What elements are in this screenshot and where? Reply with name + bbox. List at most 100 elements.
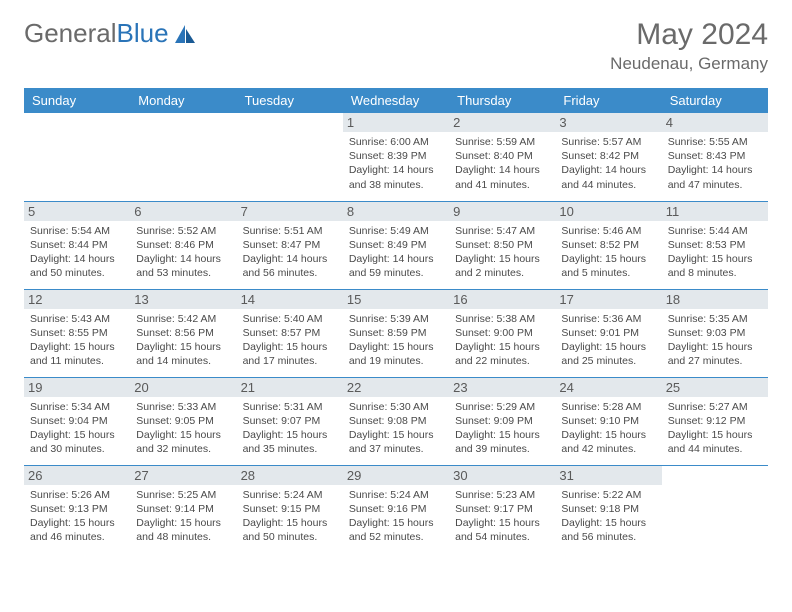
calendar-body: 1Sunrise: 6:00 AMSunset: 8:39 PMDaylight… <box>24 113 768 553</box>
day-number: 1 <box>343 113 449 132</box>
day-details: Sunrise: 5:38 AMSunset: 9:00 PMDaylight:… <box>455 312 549 369</box>
day-details: Sunrise: 5:40 AMSunset: 8:57 PMDaylight:… <box>243 312 337 369</box>
calendar-day-cell: 22Sunrise: 5:30 AMSunset: 9:08 PMDayligh… <box>343 377 449 465</box>
day-number: 7 <box>237 202 343 221</box>
day-number: 18 <box>662 290 768 309</box>
day-details: Sunrise: 5:42 AMSunset: 8:56 PMDaylight:… <box>136 312 230 369</box>
day-details: Sunrise: 5:55 AMSunset: 8:43 PMDaylight:… <box>668 135 762 192</box>
day-details: Sunrise: 5:33 AMSunset: 9:05 PMDaylight:… <box>136 400 230 457</box>
day-number: 23 <box>449 378 555 397</box>
calendar-day-cell: 20Sunrise: 5:33 AMSunset: 9:05 PMDayligh… <box>130 377 236 465</box>
day-number: 10 <box>555 202 661 221</box>
calendar-day-cell: 13 Sunrise: 5:42 AMSunset: 8:56 PMDayligh… <box>130 289 236 377</box>
day-details: Sunrise: 5:47 AMSunset: 8:50 PMDaylight:… <box>455 224 549 281</box>
weekday-header-row: SundayMondayTuesdayWednesdayThursdayFrid… <box>24 88 768 113</box>
calendar-empty-cell <box>662 465 768 553</box>
day-details: Sunrise: 5:51 AMSunset: 8:47 PMDaylight:… <box>243 224 337 281</box>
day-number: 4 <box>662 113 768 132</box>
brand-name-1: General <box>24 18 117 49</box>
calendar-day-cell: 11 Sunrise: 5:44 AMSunset: 8:53 PMDayligh… <box>662 201 768 289</box>
weekday-header: Wednesday <box>343 88 449 113</box>
day-number: 27 <box>130 466 236 485</box>
calendar-day-cell: 30Sunrise: 5:23 AMSunset: 9:17 PMDayligh… <box>449 465 555 553</box>
calendar-day-cell: 2Sunrise: 5:59 AMSunset: 8:40 PMDaylight… <box>449 113 555 201</box>
day-number: 22 <box>343 378 449 397</box>
calendar-day-cell: 14 Sunrise: 5:40 AMSunset: 8:57 PMDayligh… <box>237 289 343 377</box>
day-number: 8 <box>343 202 449 221</box>
day-number: 29 <box>343 466 449 485</box>
day-details: Sunrise: 5:57 AMSunset: 8:42 PMDaylight:… <box>561 135 655 192</box>
weekday-header: Sunday <box>24 88 130 113</box>
calendar-week-row: 19 Sunrise: 5:34 AMSunset: 9:04 PMDayligh… <box>24 377 768 465</box>
calendar-day-cell: 17Sunrise: 5:36 AMSunset: 9:01 PMDayligh… <box>555 289 661 377</box>
day-number: 21 <box>237 378 343 397</box>
weekday-header: Saturday <box>662 88 768 113</box>
calendar-day-cell: 26 Sunrise: 5:26 AMSunset: 9:13 PMDayligh… <box>24 465 130 553</box>
calendar-day-cell: 12Sunrise: 5:43 AMSunset: 8:55 PMDayligh… <box>24 289 130 377</box>
calendar-week-row: 1Sunrise: 6:00 AMSunset: 8:39 PMDaylight… <box>24 113 768 201</box>
day-details: Sunrise: 5:24 AMSunset: 9:16 PMDaylight:… <box>349 488 443 545</box>
calendar-day-cell: 21 Sunrise: 5:31 AMSunset: 9:07 PMDayligh… <box>237 377 343 465</box>
calendar-day-cell: 8Sunrise: 5:49 AMSunset: 8:49 PMDaylight… <box>343 201 449 289</box>
calendar-table: SundayMondayTuesdayWednesdayThursdayFrid… <box>24 88 768 553</box>
weekday-header: Thursday <box>449 88 555 113</box>
day-number: 5 <box>24 202 130 221</box>
calendar-day-cell: 27Sunrise: 5:25 AMSunset: 9:14 PMDayligh… <box>130 465 236 553</box>
day-details: Sunrise: 5:43 AMSunset: 8:55 PMDaylight:… <box>30 312 124 369</box>
day-details: Sunrise: 5:27 AMSunset: 9:12 PMDaylight:… <box>668 400 762 457</box>
calendar-day-cell: 7 Sunrise: 5:51 AMSunset: 8:47 PMDaylight… <box>237 201 343 289</box>
weekday-header: Tuesday <box>237 88 343 113</box>
day-number: 17 <box>555 290 661 309</box>
day-number: 19 <box>24 378 130 397</box>
calendar-week-row: 12Sunrise: 5:43 AMSunset: 8:55 PMDayligh… <box>24 289 768 377</box>
day-details: Sunrise: 5:39 AMSunset: 8:59 PMDaylight:… <box>349 312 443 369</box>
day-details: Sunrise: 5:52 AMSunset: 8:46 PMDaylight:… <box>136 224 230 281</box>
day-number: 30 <box>449 466 555 485</box>
calendar-day-cell: 24 Sunrise: 5:28 AMSunset: 9:10 PMDayligh… <box>555 377 661 465</box>
calendar-day-cell: 19 Sunrise: 5:34 AMSunset: 9:04 PMDayligh… <box>24 377 130 465</box>
sail-icon <box>173 23 197 45</box>
day-details: Sunrise: 5:54 AMSunset: 8:44 PMDaylight:… <box>30 224 124 281</box>
calendar-day-cell: 15Sunrise: 5:39 AMSunset: 8:59 PMDayligh… <box>343 289 449 377</box>
calendar-day-cell: 29 Sunrise: 5:24 AMSunset: 9:16 PMDayligh… <box>343 465 449 553</box>
day-number: 16 <box>449 290 555 309</box>
calendar-day-cell: 23 Sunrise: 5:29 AMSunset: 9:09 PMDayligh… <box>449 377 555 465</box>
day-number: 13 <box>130 290 236 309</box>
day-number: 31 <box>555 466 661 485</box>
day-details: Sunrise: 5:35 AMSunset: 9:03 PMDaylight:… <box>668 312 762 369</box>
brand-logo: GeneralBlue <box>24 18 197 49</box>
calendar-day-cell: 3 Sunrise: 5:57 AMSunset: 8:42 PMDaylight… <box>555 113 661 201</box>
calendar-day-cell: 18 Sunrise: 5:35 AMSunset: 9:03 PMDayligh… <box>662 289 768 377</box>
calendar-day-cell: 5 Sunrise: 5:54 AMSunset: 8:44 PMDaylight… <box>24 201 130 289</box>
day-number: 26 <box>24 466 130 485</box>
month-title: May 2024 <box>610 18 768 52</box>
day-number: 28 <box>237 466 343 485</box>
day-details: Sunrise: 5:34 AMSunset: 9:04 PMDaylight:… <box>30 400 124 457</box>
day-number: 11 <box>662 202 768 221</box>
calendar-day-cell: 31 Sunrise: 5:22 AMSunset: 9:18 PMDayligh… <box>555 465 661 553</box>
day-details: Sunrise: 5:29 AMSunset: 9:09 PMDaylight:… <box>455 400 549 457</box>
weekday-header: Monday <box>130 88 236 113</box>
day-number: 14 <box>237 290 343 309</box>
calendar-day-cell: 16 Sunrise: 5:38 AMSunset: 9:00 PMDayligh… <box>449 289 555 377</box>
title-block: May 2024 Neudenau, Germany <box>610 18 768 74</box>
day-number: 9 <box>449 202 555 221</box>
day-number: 3 <box>555 113 661 132</box>
day-details: Sunrise: 5:31 AMSunset: 9:07 PMDaylight:… <box>243 400 337 457</box>
day-number: 24 <box>555 378 661 397</box>
day-number: 2 <box>449 113 555 132</box>
location-text: Neudenau, Germany <box>610 54 768 74</box>
day-details: Sunrise: 5:44 AMSunset: 8:53 PMDaylight:… <box>668 224 762 281</box>
calendar-day-cell: 4 Sunrise: 5:55 AMSunset: 8:43 PMDaylight… <box>662 113 768 201</box>
calendar-day-cell: 6Sunrise: 5:52 AMSunset: 8:46 PMDaylight… <box>130 201 236 289</box>
day-details: Sunrise: 5:22 AMSunset: 9:18 PMDaylight:… <box>561 488 655 545</box>
calendar-day-cell: 1Sunrise: 6:00 AMSunset: 8:39 PMDaylight… <box>343 113 449 201</box>
day-details: Sunrise: 5:26 AMSunset: 9:13 PMDaylight:… <box>30 488 124 545</box>
calendar-empty-cell <box>130 113 236 201</box>
calendar-week-row: 5 Sunrise: 5:54 AMSunset: 8:44 PMDaylight… <box>24 201 768 289</box>
day-number: 25 <box>662 378 768 397</box>
calendar-week-row: 26 Sunrise: 5:26 AMSunset: 9:13 PMDayligh… <box>24 465 768 553</box>
page-header: GeneralBlue May 2024 Neudenau, Germany <box>24 18 768 74</box>
calendar-day-cell: 28Sunrise: 5:24 AMSunset: 9:15 PMDayligh… <box>237 465 343 553</box>
day-details: Sunrise: 5:28 AMSunset: 9:10 PMDaylight:… <box>561 400 655 457</box>
